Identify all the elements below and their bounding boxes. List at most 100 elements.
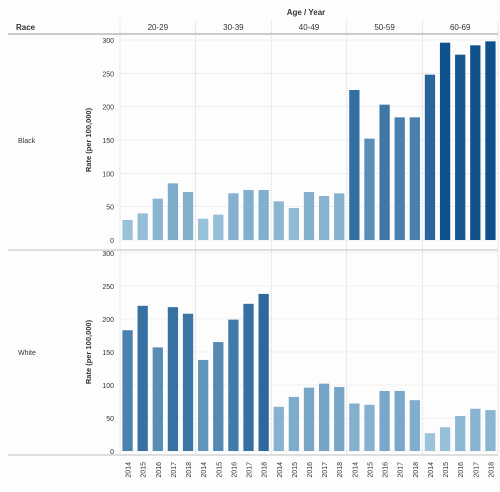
x-tick-label: 2018 — [488, 462, 495, 478]
bar — [273, 201, 284, 240]
bar — [167, 307, 179, 451]
race-label: White — [18, 350, 36, 357]
x-tick-label: 2017 — [247, 462, 254, 478]
age-group-label: 20-29 — [148, 23, 169, 32]
x-tick-label: 2015 — [367, 462, 374, 478]
y-tick-label: 100 — [102, 171, 114, 178]
x-tick-label: 2016 — [307, 462, 314, 478]
bar — [303, 192, 315, 240]
x-tick-label: 2015 — [292, 462, 299, 478]
bar — [349, 403, 360, 451]
bar — [152, 347, 163, 451]
y-tick-label: 250 — [102, 284, 114, 291]
bar — [122, 330, 133, 451]
bar — [439, 42, 451, 240]
bar — [273, 406, 284, 451]
bar — [198, 359, 209, 451]
race-column-header: Race — [16, 23, 36, 32]
y-tick-label: 50 — [106, 205, 114, 212]
bar — [409, 117, 420, 240]
bar — [228, 193, 239, 240]
x-tick-label: 2016 — [231, 462, 238, 478]
x-tick-label: 2014 — [352, 462, 359, 478]
x-tick-label: 2014 — [277, 462, 284, 478]
bar — [439, 427, 451, 451]
y-tick-label: 0 — [110, 449, 114, 456]
y-tick-label: 150 — [102, 138, 114, 145]
bar — [182, 313, 194, 451]
x-tick-label: 2014 — [428, 462, 435, 478]
x-tick-label: 2018 — [262, 462, 269, 478]
x-tick-label: 2016 — [383, 462, 390, 478]
race-label: Black — [18, 138, 36, 145]
bar — [122, 220, 133, 240]
bar — [318, 383, 330, 451]
age-year-header: Age / Year — [287, 8, 326, 17]
y-tick-label: 250 — [102, 71, 114, 78]
x-tick-label: 2015 — [216, 462, 223, 478]
bar — [455, 416, 466, 451]
bar — [455, 54, 466, 240]
x-tick-label: 2014 — [201, 462, 208, 478]
y-axis-title: Rate (per 100,000) — [84, 107, 93, 172]
bar — [485, 410, 496, 451]
bar — [364, 138, 375, 240]
bar — [288, 208, 300, 240]
x-tick-label: 2015 — [141, 462, 148, 478]
x-tick-label: 2018 — [337, 462, 344, 478]
bar — [349, 90, 360, 240]
bar — [152, 198, 163, 240]
age-group-label: 30-39 — [223, 23, 244, 32]
bar — [409, 400, 420, 451]
age-group-label: 40-49 — [299, 23, 320, 32]
age-group-label: 60-69 — [450, 23, 471, 32]
bar — [182, 192, 194, 240]
bar — [243, 190, 254, 240]
bar — [303, 387, 315, 451]
bar — [424, 74, 436, 241]
x-tick-label: 2014 — [126, 462, 133, 478]
bar — [424, 433, 436, 451]
bar — [258, 293, 269, 451]
x-tick-label: 2015 — [443, 462, 450, 478]
bar — [213, 342, 224, 451]
y-tick-label: 200 — [102, 317, 114, 324]
bar — [258, 190, 269, 240]
x-tick-label: 2018 — [186, 462, 193, 478]
bar — [485, 41, 496, 241]
bar — [334, 193, 345, 240]
x-tick-label: 2017 — [473, 462, 480, 478]
bar — [137, 213, 148, 240]
bar — [394, 390, 405, 451]
bar — [470, 45, 481, 241]
y-tick-label: 300 — [102, 38, 114, 45]
bar — [243, 303, 254, 451]
bar — [288, 396, 300, 451]
plot-area: 20-29 30-39 40-49 50-59 60-69 Black Rate (per … — [8, 20, 499, 478]
x-tick-label: 2017 — [171, 462, 178, 478]
bar — [379, 104, 390, 241]
y-axis-title: Rate (per 100,000) — [84, 319, 93, 384]
age-group-label: 50-59 — [374, 23, 395, 32]
bar — [318, 196, 330, 240]
bar — [228, 319, 239, 451]
y-tick-label: 300 — [102, 251, 114, 258]
bar — [198, 218, 209, 240]
bar — [137, 305, 148, 451]
bar — [394, 117, 405, 240]
bar — [379, 390, 390, 451]
y-tick-label: 150 — [102, 350, 114, 357]
x-tick-label: 2016 — [458, 462, 465, 478]
x-tick-label: 2017 — [398, 462, 405, 478]
y-tick-label: 50 — [106, 416, 114, 423]
y-tick-label: 100 — [102, 383, 114, 390]
bar — [213, 214, 224, 240]
y-tick-label: 200 — [102, 105, 114, 112]
bar — [364, 404, 375, 451]
x-tick-label: 2018 — [413, 462, 420, 478]
bar — [334, 386, 345, 451]
y-tick-label: 0 — [110, 238, 114, 245]
bar — [167, 183, 179, 240]
